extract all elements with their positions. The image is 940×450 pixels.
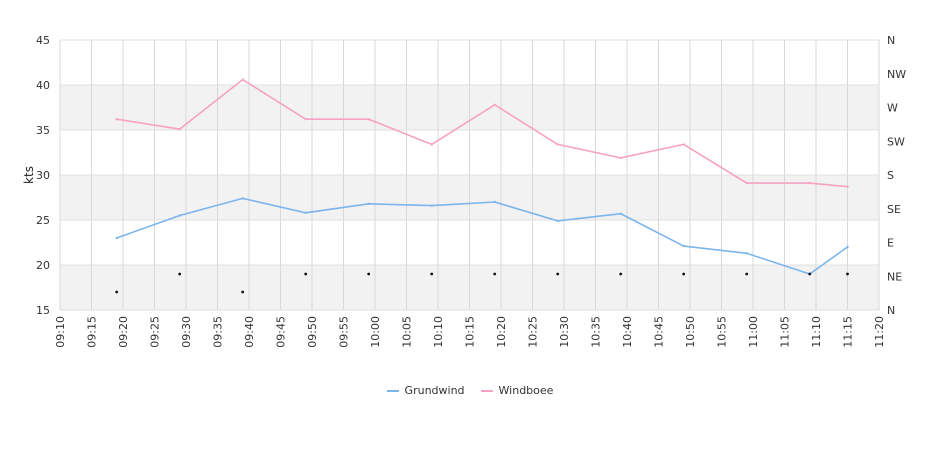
data-point-windboee <box>682 143 685 146</box>
x-tick-label: 09:40 <box>243 316 256 348</box>
data-point-grundwind <box>304 211 307 214</box>
data-point-grundwind <box>745 252 748 255</box>
direction-markers <box>115 272 849 294</box>
data-point-grundwind <box>178 214 181 217</box>
direction-marker <box>304 272 308 276</box>
y-axis-ticks: 15 20 25 30 35 40 45 <box>36 34 50 317</box>
legend: Grundwind Windboee <box>0 384 940 397</box>
direction-marker <box>241 290 245 294</box>
y2-tick-label: SE <box>887 203 901 216</box>
x-tick-label: 10:10 <box>432 316 445 348</box>
data-point-windboee <box>808 181 811 185</box>
y2-tick-label: NE <box>887 270 902 283</box>
y-tick-label: 25 <box>36 214 50 227</box>
y-axis-title: kts <box>22 166 36 184</box>
x-tick-label: 11:10 <box>810 316 823 348</box>
direction-marker <box>619 272 623 276</box>
y2-axis-ticks: N NE E SE S SW W NW N <box>887 34 906 317</box>
x-axis-ticks: 09:10 09:15 09:20 09:25 09:30 09:35 09:40 09:45… <box>54 316 886 348</box>
y-tick-label: 15 <box>36 304 50 317</box>
direction-marker <box>493 272 497 276</box>
x-tick-label: 10:00 <box>369 316 382 348</box>
x-tick-label: 09:25 <box>149 316 162 348</box>
direction-marker <box>808 272 812 276</box>
series-lines <box>115 78 849 276</box>
x-tick-label: 09:35 <box>212 316 225 348</box>
data-point-grundwind <box>619 212 622 215</box>
y-tick-label: 30 <box>36 169 50 182</box>
data-point-windboee <box>846 185 849 188</box>
x-tick-label: 09:30 <box>180 316 193 348</box>
x-tick-label: 10:05 <box>401 316 414 348</box>
x-tick-label: 10:50 <box>684 316 697 348</box>
y2-tick-label: N <box>887 304 895 317</box>
data-point-windboee <box>556 143 559 146</box>
x-tick-label: 10:15 <box>464 316 477 348</box>
x-tick-label: 10:55 <box>716 316 729 348</box>
x-tick-label: 10:35 <box>590 316 603 348</box>
x-tick-label: 09:10 <box>54 316 67 348</box>
legend-label-grundwind: Grundwind <box>404 384 465 397</box>
direction-marker <box>178 272 182 276</box>
legend-swatch-windboee <box>480 389 493 392</box>
y-tick-label: 40 <box>36 79 50 92</box>
data-point-grundwind <box>556 219 559 223</box>
direction-marker <box>367 272 371 276</box>
y2-tick-label: SW <box>887 135 905 148</box>
data-point-windboee <box>115 118 118 121</box>
direction-marker <box>846 272 849 276</box>
y-tick-label: 20 <box>36 259 50 272</box>
data-point-windboee <box>241 78 244 81</box>
legend-item-windboee[interactable]: Windboee <box>480 384 554 397</box>
x-tick-label: 10:30 <box>558 316 571 348</box>
x-tick-label: 09:45 <box>275 316 288 348</box>
x-tick-label: 09:55 <box>338 316 351 348</box>
data-point-grundwind <box>241 197 244 200</box>
legend-item-grundwind[interactable]: Grundwind <box>386 384 465 397</box>
y-tick-label: 35 <box>36 124 50 137</box>
data-point-windboee <box>619 156 622 160</box>
x-tick-label: 09:20 <box>117 316 130 348</box>
direction-marker <box>115 290 119 294</box>
direction-marker <box>556 272 560 276</box>
data-point-grundwind <box>430 204 433 207</box>
legend-label-windboee: Windboee <box>498 384 554 397</box>
x-tick-label: 10:25 <box>527 316 540 348</box>
x-tick-label: 11:15 <box>842 316 855 348</box>
data-point-windboee <box>493 103 496 107</box>
x-tick-label: 11:05 <box>779 316 792 348</box>
data-point-windboee <box>304 118 307 121</box>
data-point-windboee <box>178 127 181 131</box>
x-tick-label: 11:20 <box>873 316 886 348</box>
x-tick-label: 11:00 <box>747 316 760 348</box>
legend-swatch-grundwind <box>386 389 399 392</box>
direction-marker <box>430 272 434 276</box>
x-tick-label: 09:15 <box>86 316 99 348</box>
y-tick-label: 45 <box>36 34 50 47</box>
x-tick-label: 10:45 <box>653 316 666 348</box>
data-point-grundwind <box>682 244 685 248</box>
x-tick-label: 10:40 <box>621 316 634 348</box>
data-point-grundwind <box>367 202 370 205</box>
y2-tick-label: N <box>887 34 895 47</box>
data-point-windboee <box>430 143 433 146</box>
horizontal-gridlines <box>60 39 879 311</box>
direction-marker <box>682 272 686 276</box>
direction-marker <box>745 272 749 276</box>
data-point-grundwind <box>493 200 496 204</box>
y2-tick-label: E <box>887 237 894 250</box>
data-point-grundwind <box>115 236 118 240</box>
x-tick-label: 10:20 <box>495 316 508 348</box>
data-point-windboee <box>745 181 748 185</box>
y2-tick-label: W <box>887 102 898 115</box>
data-point-windboee <box>367 118 370 121</box>
x-tick-label: 09:50 <box>306 316 319 348</box>
y2-tick-label: NW <box>887 68 906 81</box>
y2-tick-label: S <box>887 169 894 182</box>
data-point-grundwind <box>846 245 849 249</box>
